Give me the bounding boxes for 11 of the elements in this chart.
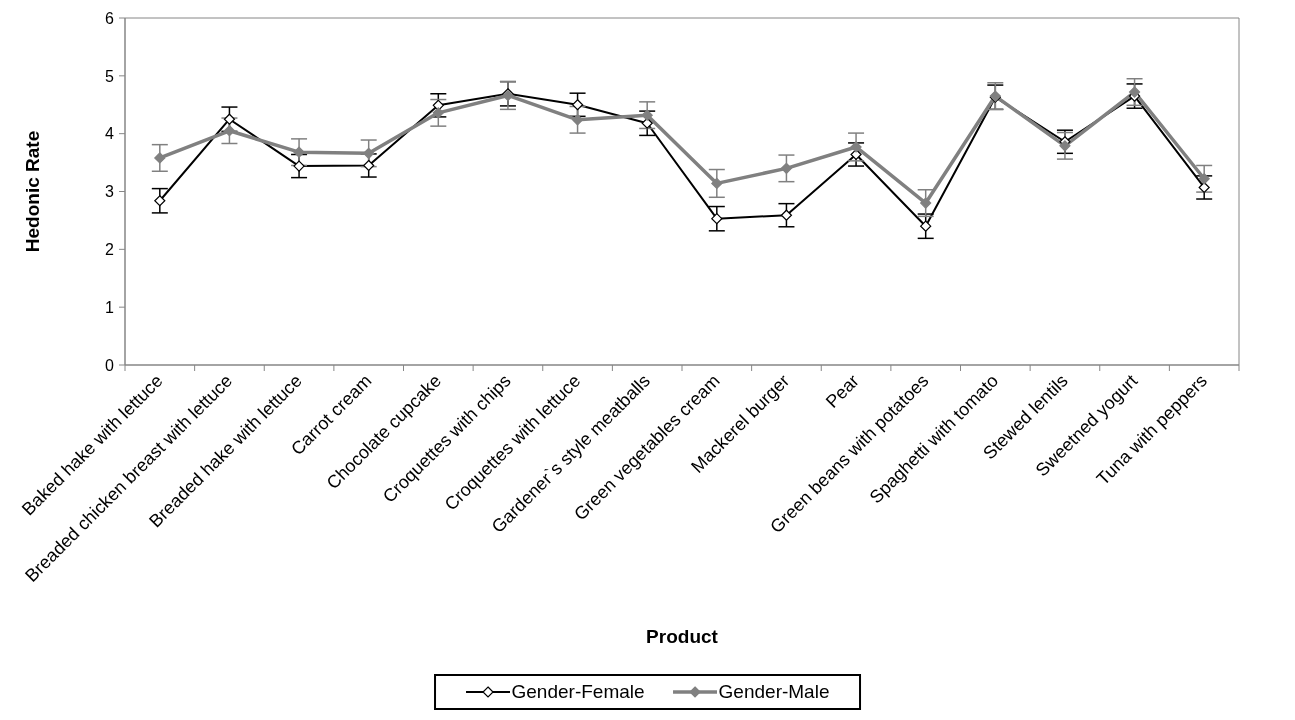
y-tick-label: 2 [105,241,115,259]
y-tick-label: 1 [105,298,115,316]
legend-label: Gender-Male [718,681,830,702]
y-tick-label: 5 [105,67,115,85]
y-tick-label: 0 [105,356,115,374]
y-axis-title: Hedonic Rate [21,130,43,253]
y-tick-label: 4 [105,125,115,143]
y-tick-label: 3 [105,183,115,201]
legend-label: Gender-Female [511,681,645,702]
y-tick-label: 6 [105,9,115,27]
x-axis-title: Product [646,626,719,647]
